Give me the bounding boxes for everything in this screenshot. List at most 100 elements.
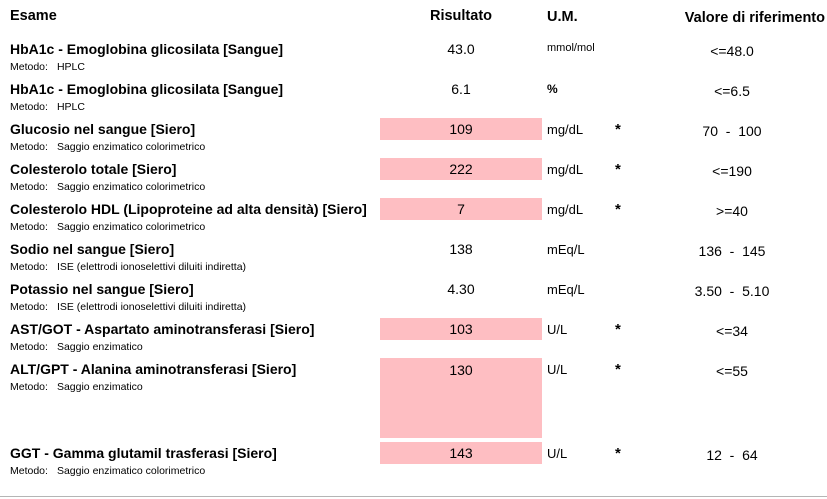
exam-name: Glucosio nel sangue [Siero]: [10, 121, 196, 137]
exam-cell: GGT - Gamma glutamil trasferasi [Siero] …: [0, 445, 380, 478]
lab-result-row: HbA1c - Emoglobina glicosilata [Sangue] …: [0, 81, 827, 114]
lab-result-row: ALT/GPT - Alanina aminotransferasi [Sier…: [0, 358, 827, 438]
method-value: Saggio enzimatico colorimetrico: [56, 141, 206, 153]
unit-label: mg/dL: [547, 202, 584, 217]
method-label: Metodo:: [10, 101, 48, 113]
method-value: Saggio enzimatico colorimetrico: [56, 465, 206, 477]
reference-range: >=40: [716, 203, 748, 219]
lab-result-row: Sodio nel sangue [Siero] Metodo: ISE (ele…: [0, 241, 827, 274]
exam-method: Metodo: Saggio enzimatico colorimetrico: [10, 141, 380, 154]
abnormal-flag: *: [615, 321, 621, 338]
result-value: 222: [380, 158, 542, 180]
method-label: Metodo:: [10, 341, 48, 353]
abnormal-flag: [615, 81, 637, 82]
result-value: 109: [380, 118, 542, 140]
method-label: Metodo:: [10, 465, 48, 477]
exam-method: Metodo: Saggio enzimatico colorimetrico: [10, 181, 380, 194]
results-list: HbA1c - Emoglobina glicosilata [Sangue] …: [0, 41, 827, 478]
exam-name: Sodio nel sangue [Siero]: [10, 241, 175, 257]
reference-range: <=34: [716, 323, 748, 339]
bottom-divider: [0, 496, 827, 497]
method-label: Metodo:: [10, 221, 48, 233]
result-cell: 43.0: [380, 41, 542, 60]
exam-cell: ALT/GPT - Alanina aminotransferasi [Sier…: [0, 361, 380, 394]
method-value: Saggio enzimatico: [56, 341, 143, 353]
reference-range: 136 - 145: [698, 243, 766, 259]
abnormal-flag: *: [615, 161, 621, 178]
exam-cell: Colesterolo totale [Siero] Metodo: Saggio…: [0, 161, 380, 194]
unit-label: mmol/mol: [547, 42, 595, 54]
method-value: ISE (elettrodi ionoselettivi diluiti ind…: [56, 261, 247, 273]
exam-name: HbA1c - Emoglobina glicosilata [Sangue]: [10, 41, 284, 57]
lab-result-row: Glucosio nel sangue [Siero] Metodo: Saggi…: [0, 118, 827, 154]
unit-label: U/L: [547, 322, 568, 337]
method-label: Metodo:: [10, 381, 48, 393]
lab-result-row: HbA1c - Emoglobina glicosilata [Sangue] …: [0, 41, 827, 74]
exam-name: HbA1c - Emoglobina glicosilata [Sangue]: [10, 81, 284, 97]
abnormal-flag: *: [615, 121, 621, 138]
result-cell: 7: [380, 198, 542, 220]
exam-name: AST/GOT - Aspartato aminotransferasi [Si…: [10, 321, 315, 337]
result-value: 143: [380, 442, 542, 464]
result-value: 138: [449, 241, 473, 257]
abnormal-flag: [615, 241, 637, 242]
exam-name: ALT/GPT - Alanina aminotransferasi [Sier…: [10, 361, 297, 377]
result-cell: 143: [380, 442, 542, 464]
exam-method: Metodo: HPLC: [10, 101, 380, 114]
method-value: Saggio enzimatico colorimetrico: [56, 181, 206, 193]
result-cell: 130: [380, 358, 542, 438]
abnormal-flag: *: [615, 361, 621, 378]
exam-cell: Potassio nel sangue [Siero] Metodo: ISE (…: [0, 281, 380, 314]
header-esame: Esame: [10, 8, 57, 24]
result-value: 4.30: [447, 281, 475, 297]
unit-label: mEq/L: [547, 282, 585, 297]
result-cell: 6.1: [380, 81, 542, 100]
exam-cell: Colesterolo HDL (Lipoproteine ad alta de…: [0, 201, 380, 234]
method-label: Metodo:: [10, 301, 48, 313]
exam-name: GGT - Gamma glutamil trasferasi [Siero]: [10, 445, 277, 461]
reference-range: 70 - 100: [702, 123, 762, 139]
method-value: ISE (elettrodi ionoselettivi diluiti ind…: [56, 301, 247, 313]
method-value: Saggio enzimatico colorimetrico: [56, 221, 206, 233]
unit-label: mg/dL: [547, 162, 584, 177]
abnormal-flag: *: [615, 445, 621, 462]
result-value: 103: [380, 318, 542, 340]
result-value: 130: [380, 358, 542, 438]
exam-name: Potassio nel sangue [Siero]: [10, 281, 194, 297]
exam-method: Metodo: Saggio enzimatico: [10, 341, 380, 354]
exam-cell: HbA1c - Emoglobina glicosilata [Sangue] …: [0, 81, 380, 114]
unit-label: U/L: [547, 446, 568, 461]
result-value: 6.1: [451, 81, 471, 97]
lab-result-row: Colesterolo totale [Siero] Metodo: Saggio…: [0, 158, 827, 194]
lab-result-row: AST/GOT - Aspartato aminotransferasi [Si…: [0, 318, 827, 354]
method-label: Metodo:: [10, 141, 48, 153]
result-cell: 109: [380, 118, 542, 140]
unit-label: U/L: [547, 362, 568, 377]
reference-range: <=48.0: [710, 43, 754, 59]
header-um: U.M.: [547, 9, 578, 25]
exam-method: Metodo: Saggio enzimatico colorimetrico: [10, 221, 380, 234]
reference-range: 3.50 - 5.10: [694, 283, 770, 299]
exam-cell: AST/GOT - Aspartato aminotransferasi [Si…: [0, 321, 380, 354]
header-riferimento: Valore di riferimento: [684, 10, 825, 26]
method-label: Metodo:: [10, 61, 48, 73]
abnormal-flag: [615, 281, 637, 282]
result-value: 43.0: [447, 41, 475, 57]
reference-range: <=190: [712, 163, 752, 179]
exam-name: Colesterolo totale [Siero]: [10, 161, 177, 177]
method-value: Saggio enzimatico: [56, 381, 143, 393]
unit-label: %: [547, 82, 558, 96]
result-cell: 222: [380, 158, 542, 180]
lab-result-row: GGT - Gamma glutamil trasferasi [Siero] …: [0, 442, 827, 478]
reference-range: 12 - 64: [706, 447, 758, 463]
unit-label: mg/dL: [547, 122, 584, 137]
exam-method: Metodo: ISE (elettrodi ionoselettivi dilu…: [10, 261, 380, 274]
method-label: Metodo:: [10, 181, 48, 193]
header-flag-spacer: [615, 8, 637, 9]
exam-method: Metodo: Saggio enzimatico colorimetrico: [10, 465, 380, 478]
method-label: Metodo:: [10, 261, 48, 273]
exam-method: Metodo: ISE (elettrodi ionoselettivi dilu…: [10, 301, 380, 314]
abnormal-flag: [615, 41, 637, 42]
exam-method: Metodo: HPLC: [10, 61, 380, 74]
